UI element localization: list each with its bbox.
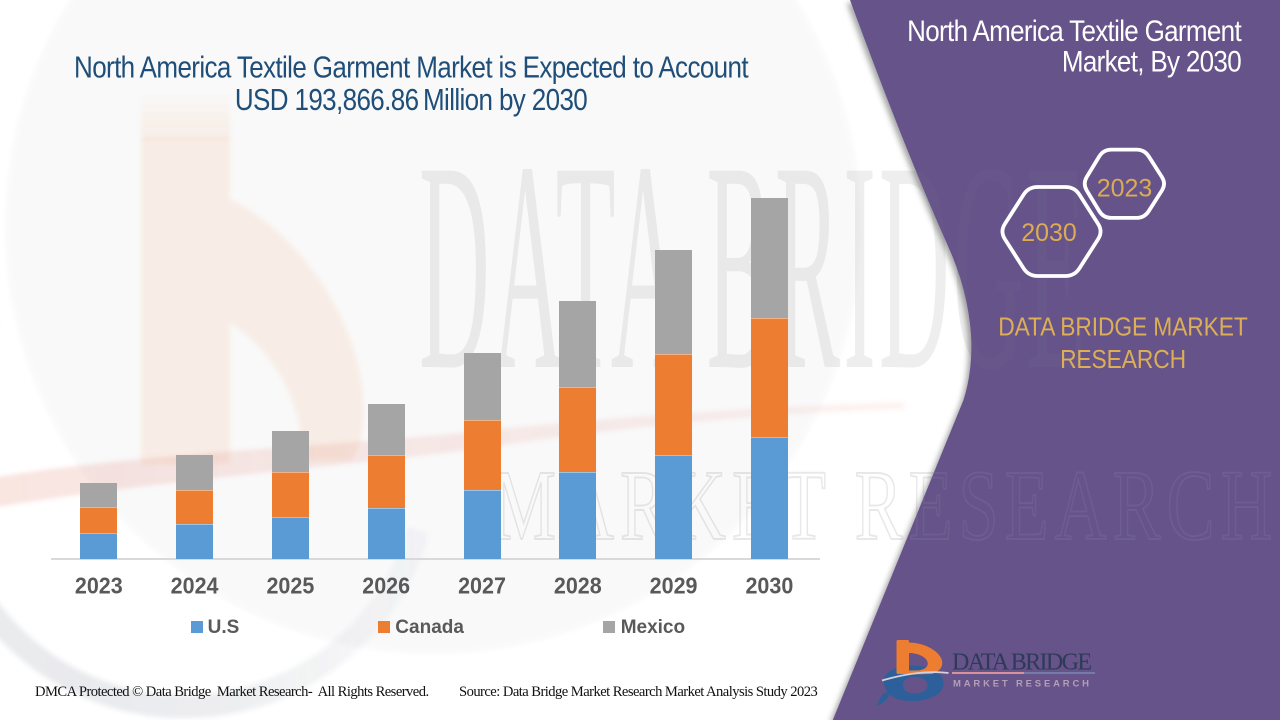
svg-text:2030: 2030 bbox=[1021, 219, 1077, 247]
svg-text:DATA BRIDGE: DATA BRIDGE bbox=[952, 650, 1093, 676]
svg-text:DATA BRIDGE: DATA BRIDGE bbox=[419, 101, 1089, 433]
svg-text:2023: 2023 bbox=[1097, 175, 1153, 203]
svg-text:MARKET RESEARCH: MARKET RESEARCH bbox=[492, 449, 1279, 561]
svg-text:MARKET RESEARCH: MARKET RESEARCH bbox=[953, 679, 1093, 690]
